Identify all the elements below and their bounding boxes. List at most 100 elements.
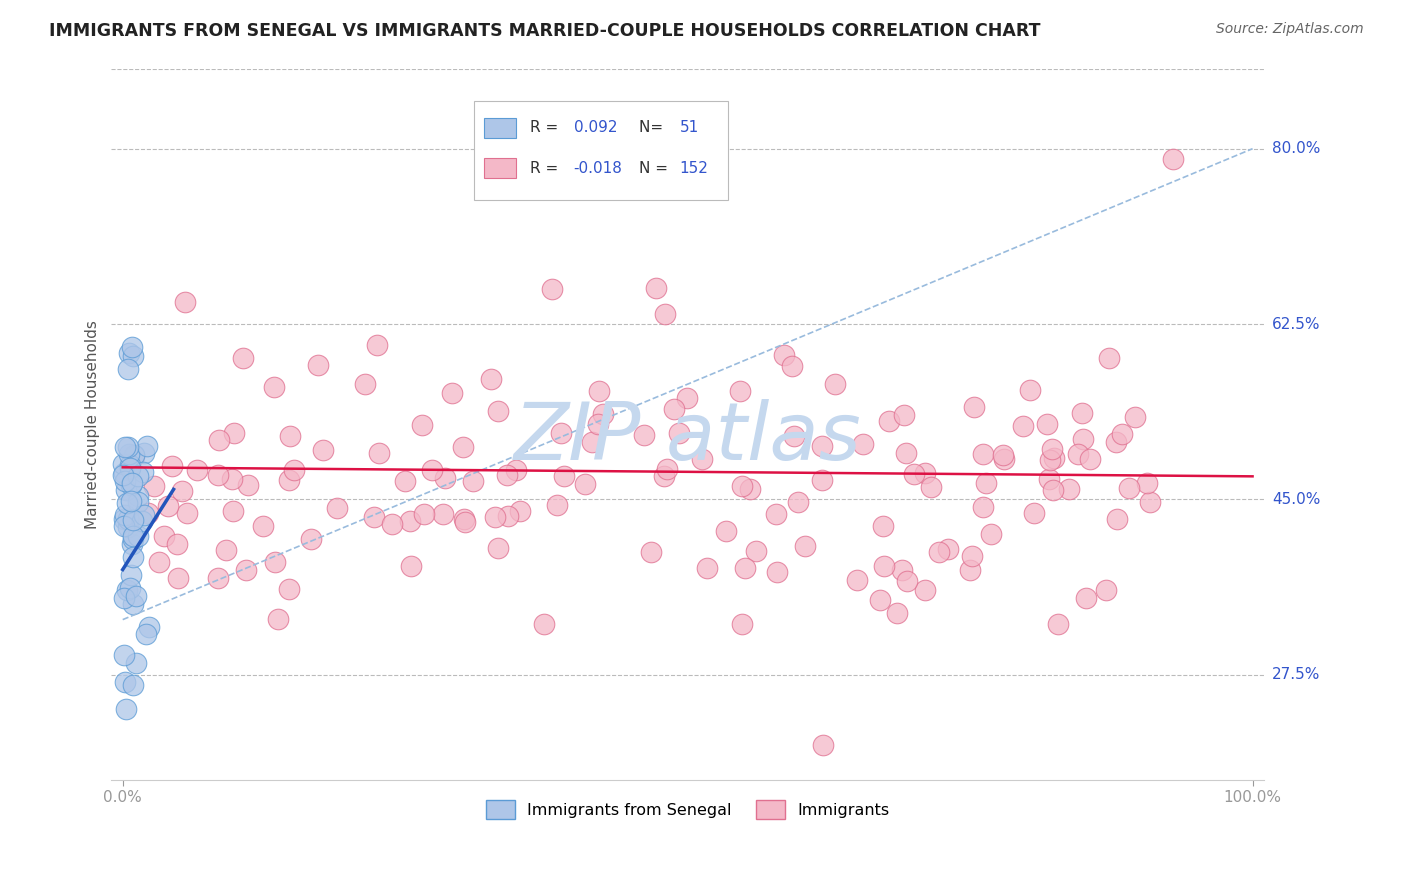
Point [117,511,139,525]
Point [1139,494,1161,508]
Point [120,567,142,582]
Point [186,463,208,477]
Point [148,555,170,569]
Point [120,493,142,508]
Point [115,702,138,716]
Point [122,349,145,363]
Point [122,449,145,463]
Point [1046,617,1069,632]
Point [980,526,1002,541]
Point [1059,483,1081,497]
FancyBboxPatch shape [474,101,728,200]
Point [745,543,768,558]
Point [1163,152,1185,166]
Point [1080,452,1102,467]
Point [824,376,846,391]
Point [1111,426,1133,441]
Text: 80.0%: 80.0% [1272,141,1320,156]
Point [135,627,157,641]
Point [115,496,138,510]
Point [974,475,997,490]
Point [412,508,434,522]
Point [972,447,994,461]
Point [581,434,603,449]
Point [1022,506,1045,520]
Point [495,468,517,483]
Point [121,476,143,491]
Point [114,440,136,454]
Point [208,434,231,448]
Point [872,518,894,533]
Point [869,592,891,607]
Point [451,440,474,454]
Point [1071,432,1094,446]
Point [125,589,148,603]
Point [122,448,145,462]
Point [252,518,274,533]
Point [114,474,136,488]
Point [1105,512,1128,526]
Point [299,532,322,546]
Point [894,446,917,460]
Point [127,529,149,543]
Point [112,648,135,662]
Point [278,582,301,597]
Point [232,351,254,366]
Text: ZIP atlas: ZIP atlas [513,400,862,477]
Point [993,452,1015,467]
Point [1038,472,1060,486]
Point [886,606,908,620]
Point [394,475,416,489]
Point [1036,417,1059,431]
Point [441,386,464,401]
Point [690,452,713,467]
Point [633,428,655,442]
Point [236,478,259,492]
Point [422,462,444,476]
Point [176,506,198,520]
Text: 51: 51 [679,120,699,135]
Point [794,539,817,553]
Point [991,448,1014,462]
Point [160,459,183,474]
Point [127,495,149,509]
Point [810,473,832,487]
Point [367,446,389,460]
Point [914,466,936,480]
Point [221,472,243,486]
Point [574,477,596,491]
Point [122,549,145,564]
Point [731,617,754,632]
Point [1136,476,1159,491]
Point [1039,453,1062,467]
Point [121,529,143,543]
Point [207,468,229,483]
Point [1066,447,1088,461]
Point [278,473,301,487]
Point [207,571,229,585]
Point [112,511,135,525]
Point [278,429,301,443]
Point [652,468,675,483]
Point [588,417,610,431]
Legend: Immigrants from Senegal, Immigrants: Immigrants from Senegal, Immigrants [479,794,896,825]
Point [655,462,678,476]
Text: 45.0%: 45.0% [1272,491,1320,507]
Point [115,483,138,497]
Point [484,510,506,524]
Point [138,620,160,634]
Point [166,571,188,585]
Point [896,574,918,589]
Point [877,414,900,428]
Point [654,307,676,321]
Point [1070,406,1092,420]
Point [716,524,738,538]
Point [928,545,950,559]
Point [127,469,149,483]
Point [640,545,662,559]
Point [312,442,335,457]
Point [546,498,568,512]
Point [173,295,195,310]
Point [134,508,156,522]
Point [914,582,936,597]
